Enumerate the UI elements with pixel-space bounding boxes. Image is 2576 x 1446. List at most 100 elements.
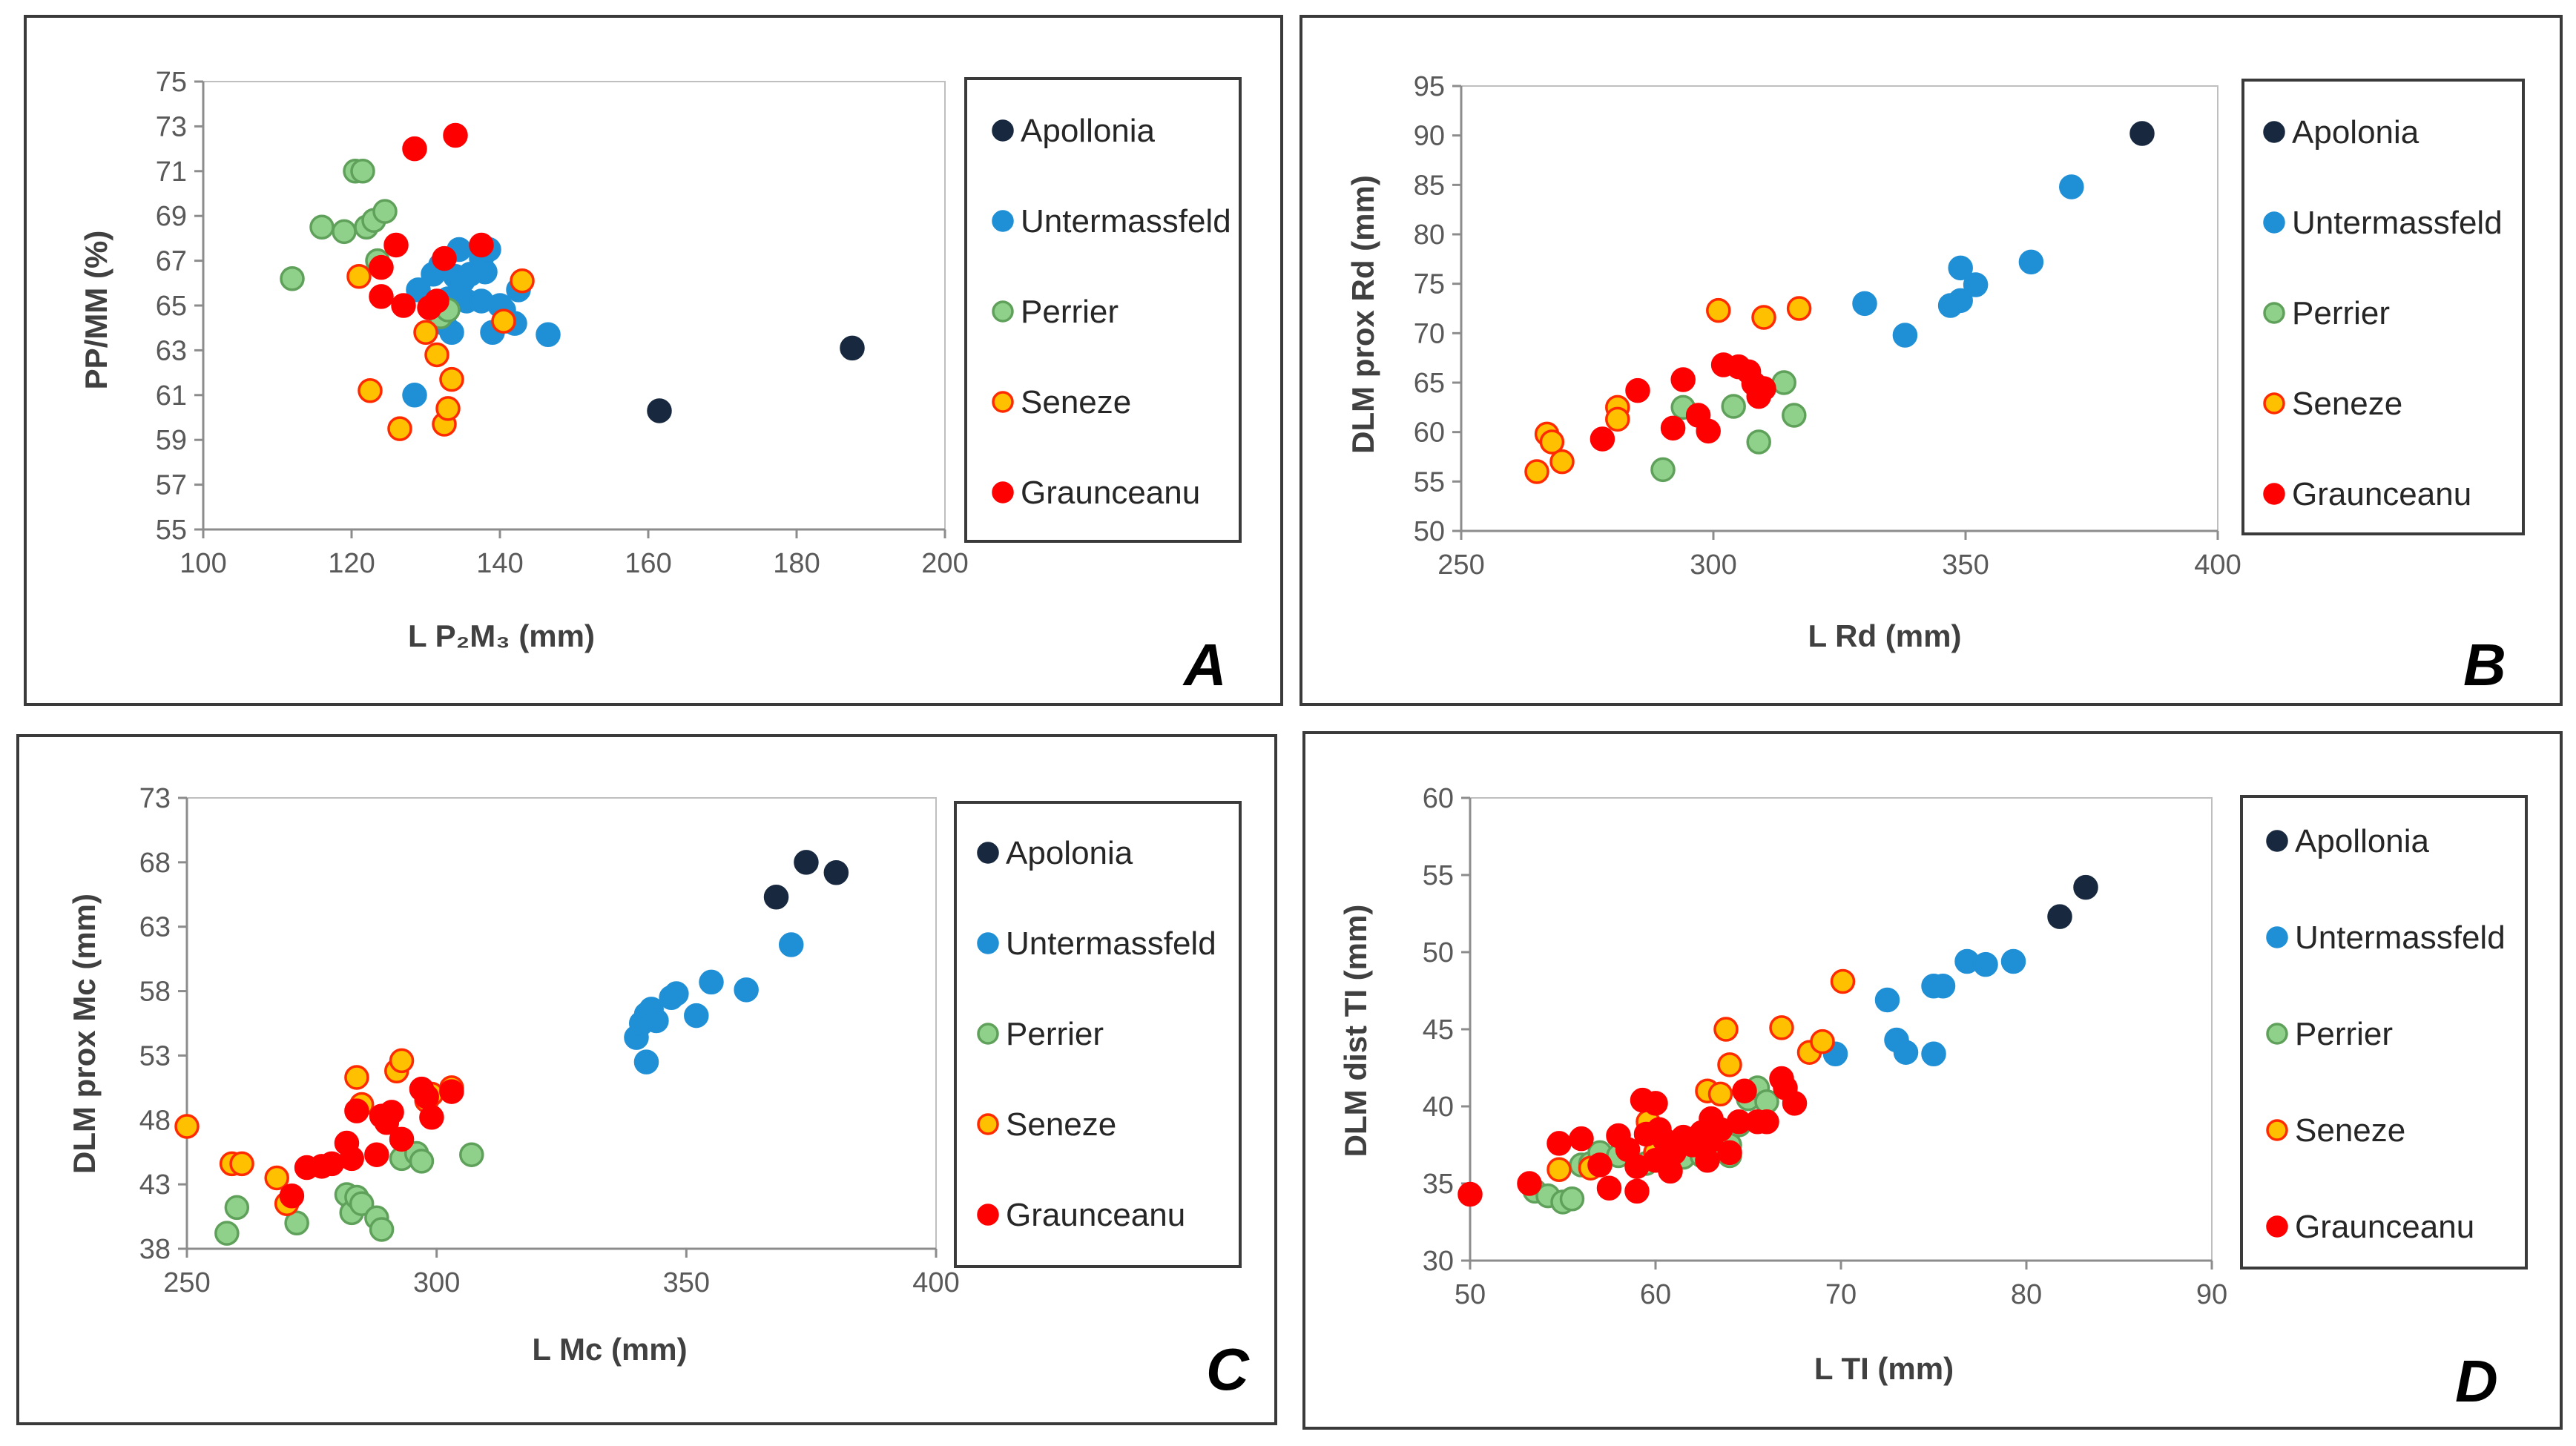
data-point-apollonia xyxy=(840,335,865,361)
data-point-graunceanu xyxy=(319,1151,345,1177)
scatter-chart-a: 100 120 140 160 180 200 55 57 59 61 63 65 67 69 71 73 75… xyxy=(79,67,1242,698)
chart-panel-a: 100 120 140 160 180 200 55 57 59 61 63 65 67 69 71 73 75… xyxy=(24,15,1283,706)
data-point-seneze xyxy=(1549,449,1575,475)
data-point-apollonia xyxy=(823,860,849,885)
legend-label: Untermassfeld xyxy=(2292,205,2503,241)
data-point-seneze xyxy=(358,378,383,403)
data-point-seneze xyxy=(491,308,516,334)
data-point-untermassfeld xyxy=(536,322,561,348)
data-point-untermassfeld xyxy=(644,1008,669,1034)
x-tick-label: 400 xyxy=(2194,549,2241,581)
data-point-untermassfeld xyxy=(2018,249,2044,275)
legend-label: Seneze xyxy=(1021,384,1131,420)
y-tick-label: 60 xyxy=(1414,417,1445,449)
y-tick-label: 60 xyxy=(1423,783,1454,814)
y-tick-label: 55 xyxy=(1414,466,1445,498)
legend-marker-perrier xyxy=(977,1023,999,1045)
legend-marker-perrier xyxy=(992,300,1014,323)
x-axis-title: L Rd (mm) xyxy=(1808,618,1962,653)
x-tick-label: 180 xyxy=(773,548,820,579)
data-point-seneze xyxy=(1524,459,1549,484)
x-tick-label: 120 xyxy=(328,548,375,579)
y-tick-label: 80 xyxy=(1414,219,1445,251)
scatter-chart-c: 250 300 350 400 38 43 48 53 58 63 68 73 Apolonia Unt… xyxy=(67,783,1250,1402)
legend-marker-graunceanu xyxy=(977,1204,999,1226)
data-point-untermassfeld xyxy=(684,1003,709,1029)
data-point-perrier xyxy=(349,1191,375,1216)
data-point-perrier xyxy=(1559,1186,1585,1212)
data-point-graunceanu xyxy=(424,288,449,314)
data-point-perrier xyxy=(409,1149,435,1174)
x-tick-label: 300 xyxy=(1690,549,1736,581)
data-point-graunceanu xyxy=(1670,367,1696,392)
y-axis-title: DLM prox Mc (mm) xyxy=(67,894,102,1174)
data-point-perrier xyxy=(459,1142,484,1167)
y-tick-label: 53 xyxy=(139,1040,171,1072)
data-point-seneze xyxy=(439,366,464,392)
data-point-untermassfeld xyxy=(1930,974,1956,999)
data-point-graunceanu xyxy=(402,136,427,162)
data-point-graunceanu xyxy=(1696,418,1721,444)
data-point-perrier xyxy=(280,266,305,291)
data-point-apollonia xyxy=(2073,874,2098,900)
data-point-graunceanu xyxy=(1643,1091,1668,1116)
y-tick-label: 65 xyxy=(156,291,187,322)
y-tick-label: 75 xyxy=(156,67,187,98)
x-axis-title: L TI (mm) xyxy=(1814,1351,1954,1386)
data-point-graunceanu xyxy=(1717,1140,1742,1166)
data-point-graunceanu xyxy=(439,1079,464,1104)
data-point-graunceanu xyxy=(1732,1078,1757,1103)
data-point-graunceanu xyxy=(379,1100,404,1125)
legend-marker-apollonia xyxy=(992,119,1014,142)
legend-label: Seneze xyxy=(1006,1106,1116,1143)
data-point-graunceanu xyxy=(369,284,394,309)
data-point-seneze xyxy=(174,1114,200,1139)
y-tick-label: 68 xyxy=(139,848,171,879)
data-point-graunceanu xyxy=(1660,415,1686,441)
data-point-graunceanu xyxy=(1754,1109,1779,1135)
data-point-seneze xyxy=(264,1165,289,1191)
data-point-perrier xyxy=(1746,429,1771,455)
data-point-seneze xyxy=(1546,1157,1572,1183)
y-tick-label: 95 xyxy=(1414,71,1445,102)
data-point-perrier xyxy=(1782,403,1807,428)
data-point-perrier xyxy=(309,214,335,240)
data-point-untermassfeld xyxy=(1973,951,1998,977)
data-point-seneze xyxy=(1717,1052,1742,1077)
data-point-untermassfeld xyxy=(1892,323,1918,348)
data-point-untermassfeld xyxy=(472,259,498,285)
data-point-graunceanu xyxy=(369,254,394,280)
data-point-perrier xyxy=(1650,457,1676,483)
data-point-graunceanu xyxy=(432,245,457,271)
legend-label: Graunceanu xyxy=(1006,1197,1185,1233)
x-tick-label: 60 xyxy=(1640,1279,1671,1310)
x-tick-label: 80 xyxy=(2011,1279,2042,1310)
plot-area xyxy=(1460,85,2218,532)
y-tick-label: 71 xyxy=(156,156,187,188)
data-point-seneze xyxy=(1751,305,1776,330)
data-point-perrier xyxy=(350,159,375,184)
y-tick-label: 48 xyxy=(139,1105,171,1136)
y-tick-label: 63 xyxy=(139,912,171,943)
y-tick-label: 55 xyxy=(156,515,187,546)
data-point-graunceanu xyxy=(279,1183,305,1209)
x-tick-label: 160 xyxy=(625,548,671,579)
data-point-untermassfeld xyxy=(2000,948,2026,974)
y-axis-title: DLM dist TI (mm) xyxy=(1338,905,1373,1158)
data-point-graunceanu xyxy=(339,1146,364,1172)
data-point-seneze xyxy=(387,416,412,441)
data-point-graunceanu xyxy=(1596,1175,1622,1201)
y-tick-label: 57 xyxy=(156,470,187,501)
data-point-seneze xyxy=(1810,1029,1835,1054)
x-tick-label: 300 xyxy=(413,1267,460,1298)
legend-box xyxy=(2240,795,2528,1270)
data-point-untermassfeld xyxy=(633,1049,659,1074)
data-point-seneze xyxy=(346,263,372,289)
y-tick-label: 58 xyxy=(139,977,171,1008)
data-point-seneze xyxy=(389,1048,415,1074)
data-point-seneze xyxy=(344,1065,369,1090)
legend-label: Seneze xyxy=(2292,386,2402,422)
plot-area xyxy=(186,797,937,1249)
legend-marker-graunceanu xyxy=(2266,1215,2288,1238)
data-point-perrier xyxy=(369,1217,395,1242)
